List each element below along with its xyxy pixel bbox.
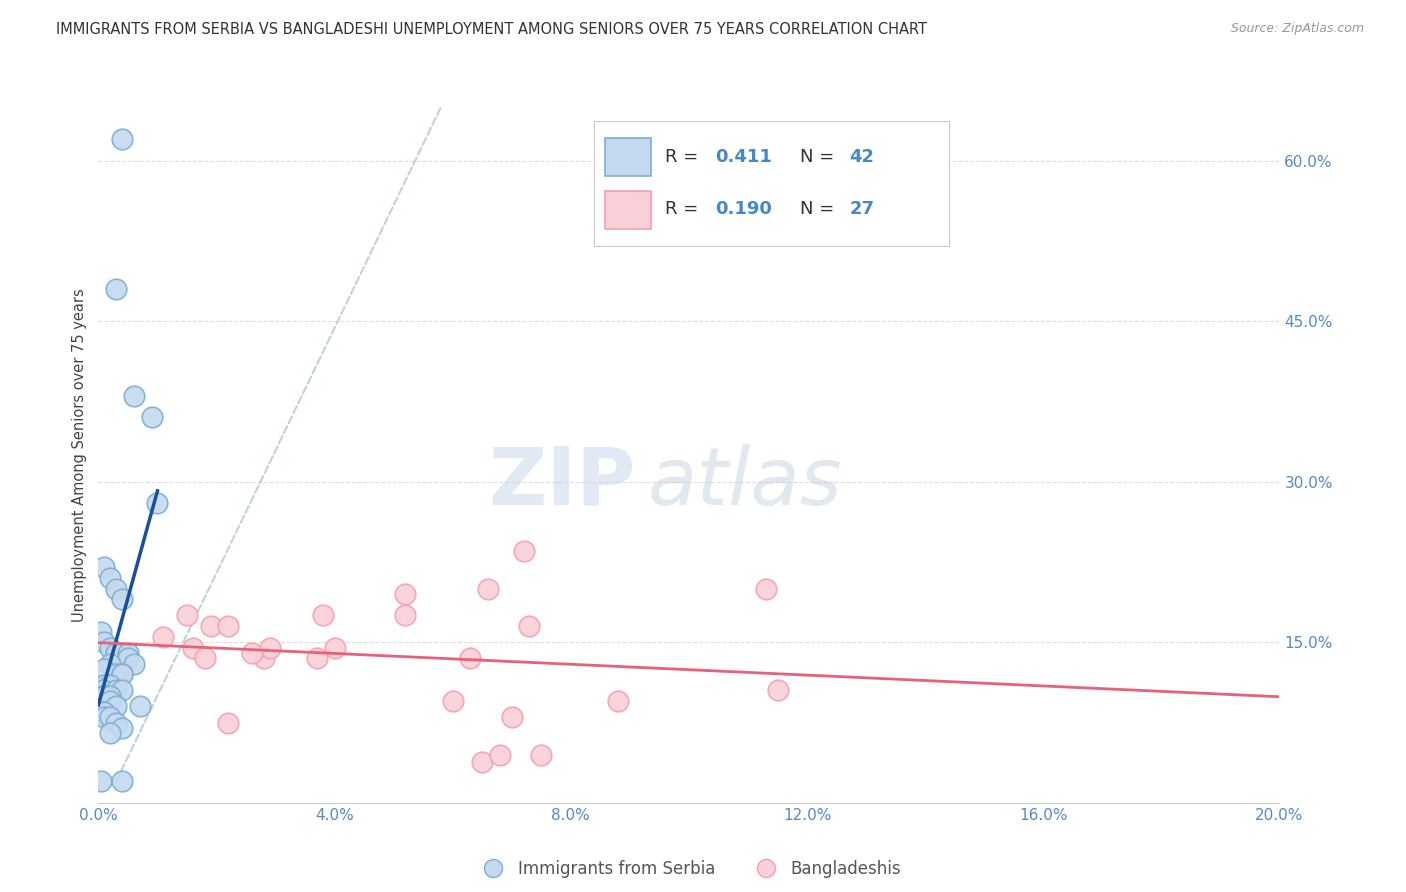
Text: IMMIGRANTS FROM SERBIA VS BANGLADESHI UNEMPLOYMENT AMONG SENIORS OVER 75 YEARS C: IMMIGRANTS FROM SERBIA VS BANGLADESHI UN… [56, 22, 927, 37]
Point [323, 640, 346, 655]
Legend: Immigrants from Serbia, Bangladeshis: Immigrants from Serbia, Bangladeshis [470, 854, 908, 885]
Point [176, 608, 198, 623]
Point [105, 699, 128, 714]
Point [146, 496, 169, 510]
Point [111, 646, 134, 660]
Point [93, 710, 115, 724]
Point [501, 710, 523, 724]
Point [141, 410, 163, 425]
Point [240, 646, 263, 660]
Y-axis label: Unemployment Among Seniors over 75 years: Unemployment Among Seniors over 75 years [72, 288, 87, 622]
Point [471, 755, 494, 769]
Point [91, 683, 114, 698]
Text: ZIP: ZIP [488, 443, 636, 522]
Point [98, 710, 121, 724]
Point [111, 132, 134, 146]
Point [128, 699, 150, 714]
Point [93, 689, 115, 703]
Point [111, 592, 134, 607]
Point [117, 651, 139, 665]
Point [90, 624, 112, 639]
Point [111, 774, 134, 789]
Point [200, 619, 222, 633]
Point [766, 683, 789, 698]
Point [512, 544, 534, 558]
Point [98, 726, 121, 740]
Text: N =: N = [800, 148, 839, 166]
Point [117, 646, 139, 660]
Point [519, 619, 541, 633]
Point [90, 774, 112, 789]
Point [98, 689, 121, 703]
Point [530, 747, 553, 762]
Point [312, 608, 335, 623]
Point [394, 608, 416, 623]
Text: Source: ZipAtlas.com: Source: ZipAtlas.com [1230, 22, 1364, 36]
Point [98, 657, 121, 671]
Point [105, 683, 128, 698]
Point [122, 389, 145, 403]
Text: R =: R = [665, 148, 704, 166]
Point [93, 705, 115, 719]
Point [98, 694, 121, 708]
Point [122, 657, 145, 671]
Point [93, 635, 115, 649]
Point [98, 640, 121, 655]
Text: N =: N = [800, 200, 839, 219]
Point [394, 587, 416, 601]
Point [253, 651, 276, 665]
Point [91, 705, 114, 719]
Point [217, 619, 239, 633]
Point [259, 640, 281, 655]
Point [105, 582, 128, 596]
Text: R =: R = [665, 200, 704, 219]
Point [460, 651, 482, 665]
Point [98, 571, 121, 585]
Bar [605, 191, 651, 228]
Point [755, 582, 778, 596]
Text: 0.190: 0.190 [714, 200, 772, 219]
Point [489, 747, 512, 762]
Point [98, 678, 121, 692]
Point [441, 694, 464, 708]
Point [93, 662, 115, 676]
Point [93, 560, 115, 574]
Point [105, 667, 128, 681]
Point [111, 667, 134, 681]
Point [93, 678, 115, 692]
Point [181, 640, 204, 655]
Text: 27: 27 [849, 200, 875, 219]
Text: 0.411: 0.411 [714, 148, 772, 166]
Text: 42: 42 [849, 148, 875, 166]
Point [607, 694, 630, 708]
Point [111, 721, 134, 735]
Text: atlas: atlas [648, 443, 842, 522]
Point [305, 651, 328, 665]
Point [105, 282, 128, 296]
Point [152, 630, 174, 644]
Point [91, 689, 114, 703]
Point [217, 715, 239, 730]
Point [105, 646, 128, 660]
Point [194, 651, 217, 665]
Point [105, 715, 128, 730]
Point [111, 683, 134, 698]
Point [111, 667, 134, 681]
Bar [605, 138, 651, 176]
Point [477, 582, 499, 596]
